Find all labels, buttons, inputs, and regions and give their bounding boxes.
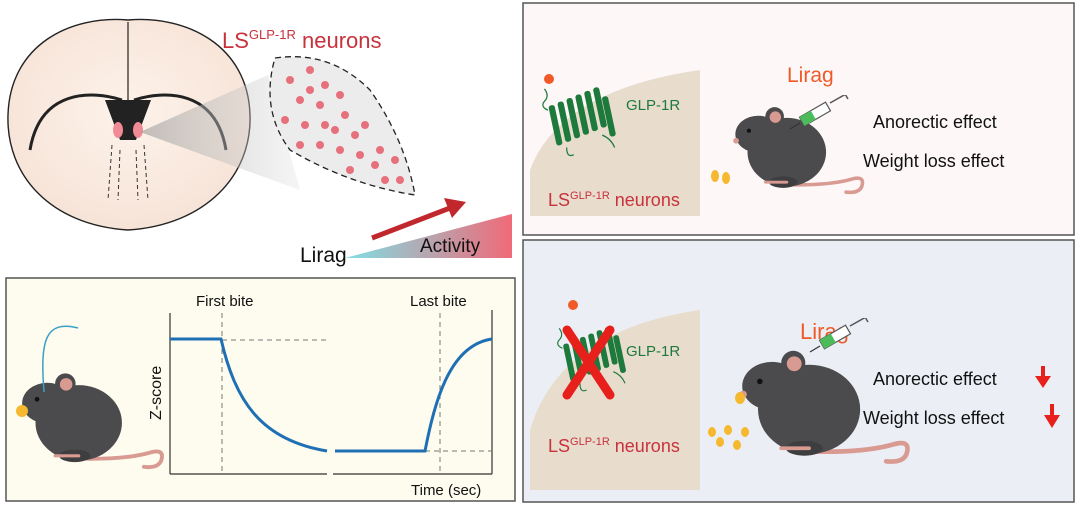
neuron-dot	[286, 76, 294, 84]
knockout-receptor-panel: GLP-1R LSGLP-1R neurons Lirag Anorectic …	[522, 239, 1075, 503]
brain-title: LSGLP-1R neurons	[222, 27, 382, 53]
neuron-dot	[336, 146, 344, 154]
decrease-arrow-icon	[1044, 404, 1060, 428]
neuron-dot	[316, 101, 324, 109]
lirag-molecule	[568, 300, 578, 310]
intact-receptor-panel: GLP-1R LSGLP-1R neurons Lirag Anorectic …	[522, 2, 1075, 236]
neuron-dot	[321, 81, 329, 89]
x-axis-label: Time (sec)	[411, 482, 481, 499]
neuron-dot	[281, 116, 289, 124]
neuron-dots	[281, 66, 404, 184]
neuron-dot	[361, 121, 369, 129]
neuron-dot	[341, 111, 349, 119]
last-bite-label: Last bite	[410, 293, 467, 310]
neurons-label: LSGLP-1R neurons	[548, 436, 680, 456]
anorectic-effect: Anorectic effect	[873, 369, 997, 389]
ls-tissue	[530, 70, 700, 216]
decrease-arrow-icon	[1035, 366, 1051, 388]
lirag-label: Lirag	[787, 64, 834, 87]
photometry-panel: Z-score First bite Last bite Time (sec)	[5, 277, 516, 502]
neuron-dot	[331, 126, 339, 134]
neuron-dot	[351, 131, 359, 139]
neuron-dot	[296, 96, 304, 104]
y-axis-label: Z-score	[148, 366, 165, 420]
neurons-label: LSGLP-1R neurons	[548, 190, 680, 210]
first-bite-label: First bite	[196, 293, 254, 310]
neuron-dot	[346, 166, 354, 174]
neuron-dot	[371, 161, 379, 169]
activity-label: Activity	[420, 236, 481, 257]
neuron-dot	[376, 146, 384, 154]
receptor-label: GLP-1R	[626, 343, 680, 360]
neuron-dot	[316, 141, 324, 149]
optic-fiber	[42, 325, 79, 393]
neuron-dot	[306, 86, 314, 94]
ls-tissue	[530, 310, 700, 490]
food-pellet	[711, 170, 719, 182]
food-pellet	[16, 405, 28, 417]
reference-lines	[221, 313, 492, 474]
knockout-x-icon	[562, 325, 615, 400]
neuron-dot	[306, 66, 314, 74]
receptor-label: GLP-1R	[626, 97, 680, 114]
neuron-dot	[301, 121, 309, 129]
neuron-dot	[391, 156, 399, 164]
neuron-dot	[356, 151, 364, 159]
neuron-dot	[336, 91, 344, 99]
food-pellet	[722, 172, 730, 184]
neuron-dot	[396, 176, 404, 184]
trace-recovery	[335, 337, 493, 453]
lirag-molecule	[544, 74, 554, 84]
trace-decline	[170, 337, 328, 453]
food-pellets	[708, 392, 749, 450]
anorectic-effect: Anorectic effect	[873, 112, 997, 132]
neuron-dot	[296, 141, 304, 149]
neuron-dot	[381, 176, 389, 184]
ls-zoom-region	[269, 56, 416, 196]
neuron-dot	[321, 121, 329, 129]
weight-loss-effect: Weight loss effect	[863, 151, 1004, 171]
activity-gradient	[345, 214, 512, 258]
weight-loss-effect: Weight loss effect	[863, 408, 1004, 428]
lirag-label: Lirag	[300, 244, 347, 267]
brain-section	[7, 18, 251, 231]
increase-arrow	[371, 198, 466, 241]
zoom-cone	[140, 75, 300, 190]
